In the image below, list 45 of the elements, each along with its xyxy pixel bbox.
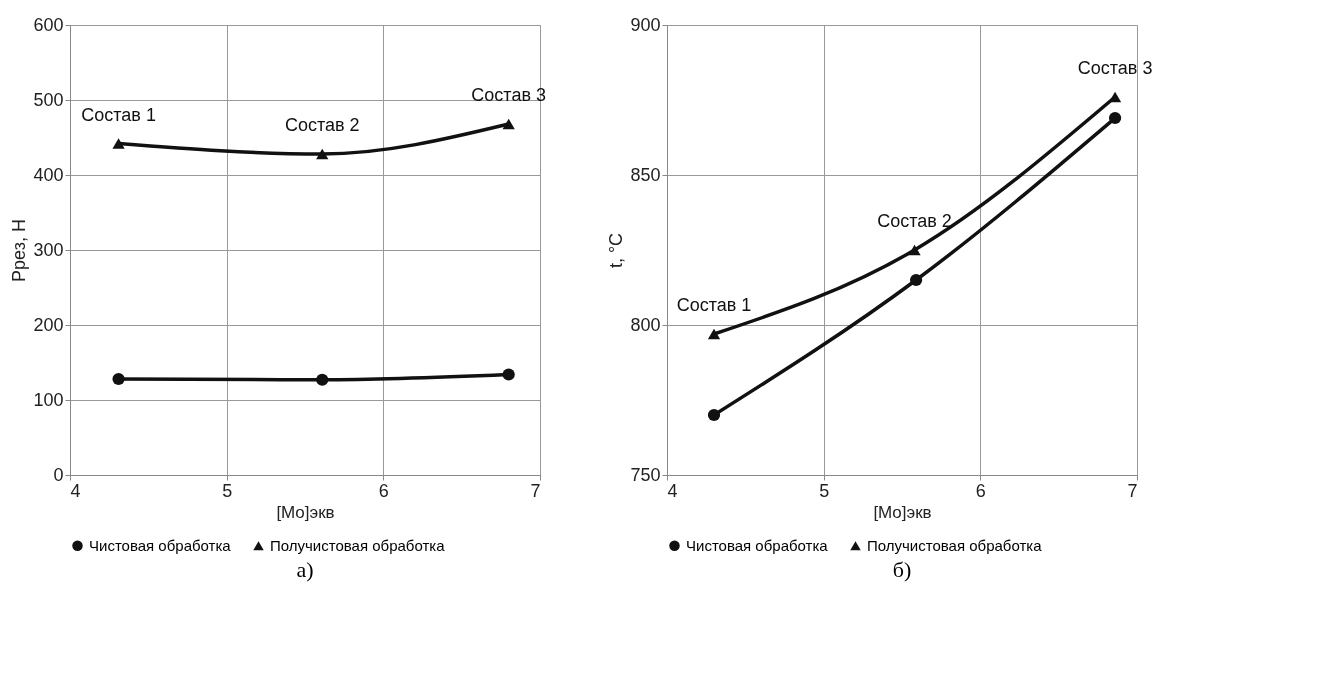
point — [112, 372, 125, 386]
point — [112, 138, 125, 149]
point — [909, 273, 923, 287]
y-tick-label: 750 — [630, 464, 661, 485]
x-axis-title: [Mo]экв — [873, 502, 932, 522]
legend-label: Чистовая обработка — [89, 536, 232, 554]
point — [707, 328, 721, 340]
y-tick-label: 600 — [33, 14, 64, 35]
x-axis-title: [Mo]экв — [276, 502, 335, 522]
y-tick-label: 0 — [53, 464, 64, 485]
y-tick-label: 300 — [33, 239, 64, 260]
y-tick-label: 850 — [630, 164, 661, 185]
legend-label: Чистовая обработка — [686, 536, 829, 554]
point — [316, 148, 329, 160]
y-tick-label: 200 — [33, 314, 64, 335]
point — [502, 118, 515, 130]
point — [707, 408, 721, 422]
y-tick-label: 800 — [630, 314, 661, 335]
y-tick-label: 100 — [33, 389, 64, 410]
annotation: Состав 1 — [81, 104, 156, 125]
y-tick-label: 400 — [33, 164, 64, 185]
x-tick-label: 5 — [222, 480, 233, 501]
x-tick-label: 4 — [70, 480, 81, 501]
point — [1108, 111, 1122, 125]
x-tick-label: 6 — [378, 480, 389, 501]
x-tick-label: 7 — [1127, 480, 1138, 501]
y-axis-title: Pрез, Н — [9, 219, 30, 282]
legend-label: Получистовая обработка — [867, 536, 1043, 554]
text: а) — [296, 557, 314, 582]
x-tick-label: 7 — [530, 480, 541, 501]
y-axis-title: t, °C — [606, 232, 627, 269]
y-tick-label: 900 — [630, 14, 661, 35]
annotation: Состав 3 — [1077, 58, 1153, 78]
point — [908, 244, 921, 256]
annotation: Состав 2 — [284, 115, 360, 135]
annotation: Состав 3 — [471, 85, 546, 105]
x-tick-label: 6 — [975, 480, 986, 501]
point — [502, 368, 515, 381]
point — [316, 373, 329, 386]
legend-label: Получистовая обработка — [270, 536, 446, 554]
y-tick-label: 500 — [33, 89, 64, 110]
x-tick-label: 5 — [819, 480, 830, 501]
annotation: Состав 1 — [676, 295, 752, 315]
text: б) — [892, 557, 912, 582]
x-tick-label: 4 — [667, 480, 678, 501]
